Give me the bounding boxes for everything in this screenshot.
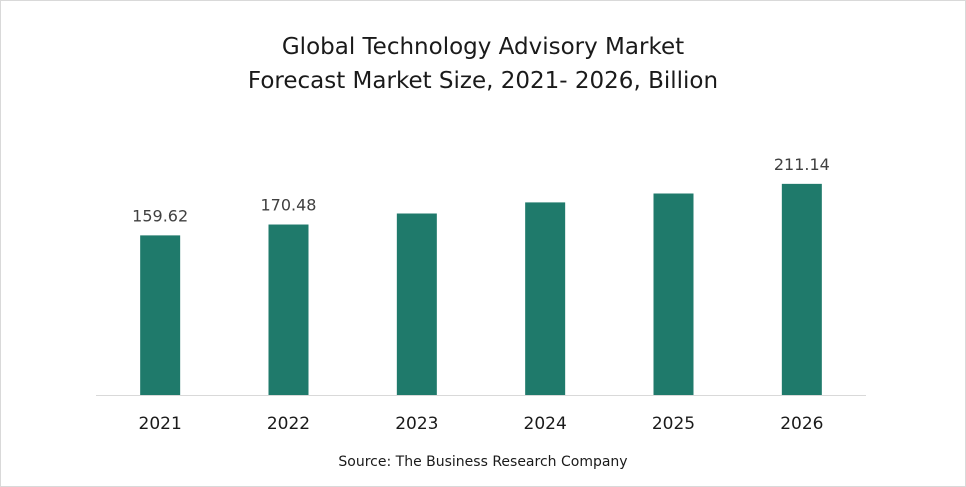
source-note: Source: The Business Research Company [338,454,628,470]
bar-2022 [268,224,309,395]
bar-2024 [525,202,566,395]
data-label-2022: 170.48 [261,196,317,215]
x-tick-label-2022: 2022 [267,414,310,434]
bar-2025 [653,193,694,395]
chart-title-block: Global Technology Advisory Market Foreca… [0,30,966,98]
x-tick-label-2021: 2021 [139,414,182,434]
data-label-2026: 211.14 [774,155,830,174]
bar-2026 [781,183,822,395]
x-tick-label-2025: 2025 [652,414,695,434]
data-label-2021: 159.62 [132,206,188,225]
x-tick-label-2024: 2024 [524,414,567,434]
bar-2021 [140,235,181,395]
bar-2023 [396,213,437,395]
chart-subtitle: Forecast Market Size, 2021- 2026, Billio… [247,68,719,94]
x-tick-label-2026: 2026 [780,414,823,434]
chart-title: Global Technology Advisory Market [281,34,685,60]
x-tick-label-2023: 2023 [395,414,438,434]
